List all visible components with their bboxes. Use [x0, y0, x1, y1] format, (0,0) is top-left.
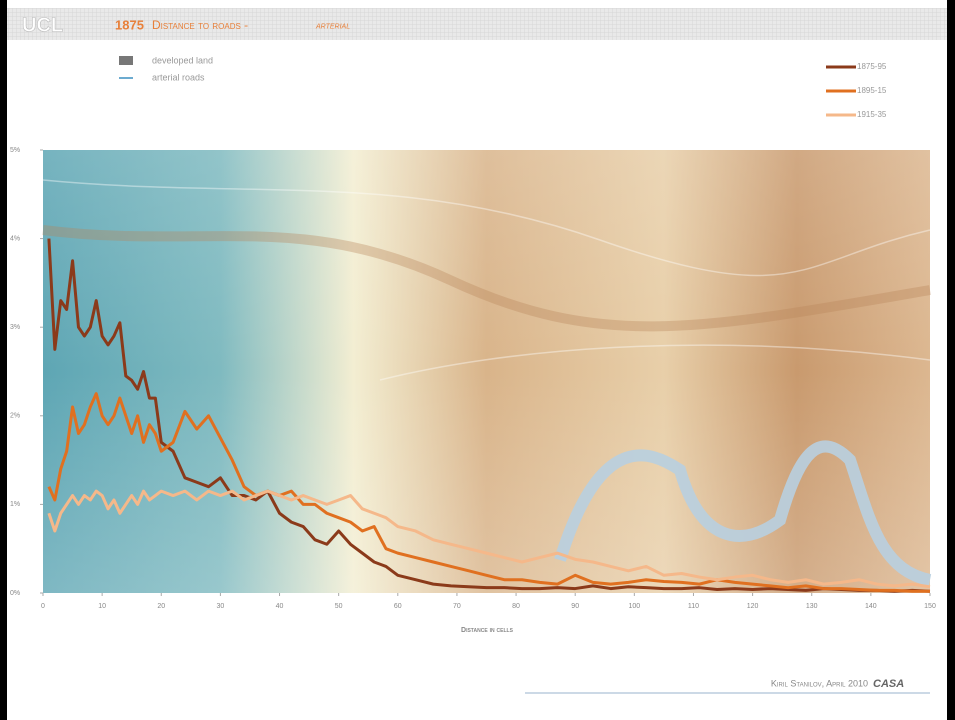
x-tick-label: 140 [865, 603, 877, 610]
map-legend-swatch [119, 56, 133, 65]
x-tick-label: 20 [157, 603, 165, 610]
x-tick-label: 90 [571, 603, 579, 610]
plot [43, 150, 930, 593]
slide: UCL 1875 Distance to roads - arterial de… [0, 0, 955, 720]
legend-label: 1895-15 [857, 86, 887, 95]
x-axis-label: Distance in cells [461, 627, 514, 634]
y-tick-label: 0% [10, 590, 20, 597]
x-tick-label: 130 [806, 603, 818, 610]
x-tick-label: 0 [41, 603, 45, 610]
y-tick-label: 3% [10, 324, 20, 331]
y-tick-label: 5% [10, 147, 20, 154]
page: UCL 1875 Distance to roads - arterial de… [0, 0, 955, 720]
x-tick-label: 50 [335, 603, 343, 610]
x-tick-label: 80 [512, 603, 520, 610]
header-title: Distance to roads - [152, 18, 248, 32]
x-tick-label: 100 [628, 603, 640, 610]
legend-label: 1875-95 [857, 62, 887, 71]
y-tick-label: 1% [10, 501, 20, 508]
header-subtitle: arterial [315, 21, 350, 32]
x-tick-label: 40 [276, 603, 284, 610]
map-shade [43, 150, 930, 593]
x-tick-label: 120 [747, 603, 759, 610]
x-tick-label: 70 [453, 603, 461, 610]
x-tick-label: 30 [217, 603, 225, 610]
x-tick-label: 110 [688, 603, 699, 610]
y-tick-label: 4% [10, 235, 20, 242]
footer-org: CASA [873, 678, 904, 690]
header-band [7, 8, 947, 40]
x-tick-label: 60 [394, 603, 402, 610]
header-year: 1875 [115, 17, 144, 32]
x-tick-label: 150 [924, 603, 936, 610]
footer-author: Kiril Stanilov, April 2010 [771, 678, 868, 688]
y-tick-label: 2% [10, 413, 20, 420]
logo: UCL [22, 14, 63, 36]
map-legend-text: arterial roads [152, 72, 205, 82]
legend-label: 1915-35 [857, 110, 887, 119]
x-tick-label: 10 [98, 603, 106, 610]
map-legend-text: developed land [152, 55, 213, 65]
